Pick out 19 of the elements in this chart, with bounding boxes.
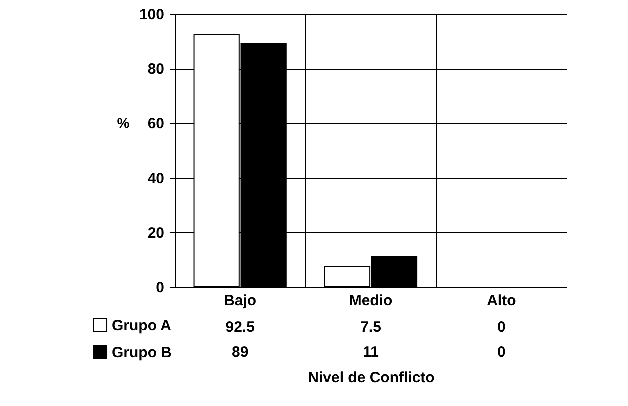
y-tick-label: 0 (156, 280, 164, 296)
y-tick-label: 20 (148, 224, 164, 242)
data-label: 0 (497, 344, 506, 361)
x-tick-label: Alto (487, 292, 516, 310)
x-axis-title: Nivel de Conflicto (308, 370, 435, 386)
x-tick-label: Medio (349, 292, 393, 310)
data-label: 89 (232, 344, 249, 361)
y-tick-label: 100 (139, 6, 164, 24)
y-axis-title: % (117, 115, 130, 131)
data-label: 7.5 (360, 319, 382, 336)
x-tick-label: Bajo (224, 292, 257, 310)
legend-label: Grupo A (112, 318, 172, 334)
y-tick-label: 40 (148, 170, 164, 188)
y-tick-label: 60 (148, 116, 164, 133)
data-label: 0 (497, 319, 506, 336)
data-label: 92.5 (226, 319, 255, 336)
y-tick-label: 80 (148, 61, 164, 78)
legend-label: Grupo B (112, 344, 172, 362)
data-label: 11 (363, 344, 379, 361)
